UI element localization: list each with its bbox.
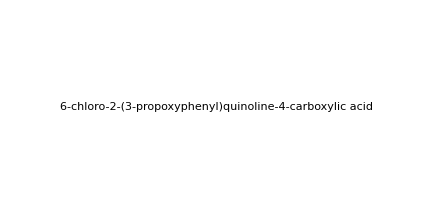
Text: 6-chloro-2-(3-propoxyphenyl)quinoline-4-carboxylic acid: 6-chloro-2-(3-propoxyphenyl)quinoline-4-… [60, 102, 374, 112]
